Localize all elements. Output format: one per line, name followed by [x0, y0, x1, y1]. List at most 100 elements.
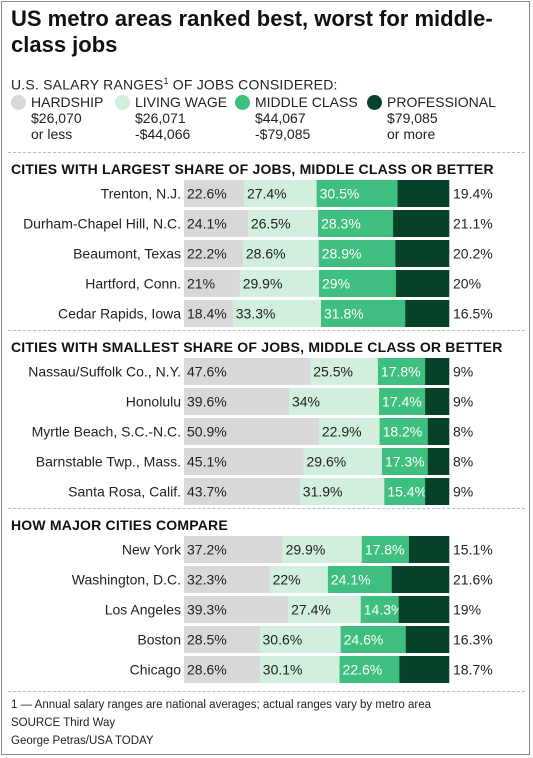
bar-segment-middle-class: [339, 656, 400, 683]
bar-segment-professional: [427, 448, 450, 475]
value-label-middle-class: 15.4%: [387, 484, 427, 500]
city-label: Boston: [137, 632, 181, 648]
bar-segment-living-wage: [242, 240, 320, 267]
section-title-smallest: CITIES WITH SMALLEST SHARE OF JOBS, MIDD…: [11, 339, 503, 355]
city-label: Chicago: [130, 662, 182, 678]
value-label-professional: 9%: [453, 484, 473, 500]
bar-segment-hardship: [184, 626, 260, 653]
bar-segment-professional: [405, 626, 450, 653]
value-label-middle-class: 30.5%: [320, 186, 360, 202]
value-label-middle-class: 17.8%: [365, 542, 405, 558]
bar-segment-hardship: [184, 448, 304, 475]
bar-segment-professional: [398, 596, 450, 623]
bar-segment-living-wage: [259, 656, 340, 683]
city-label: Myrtle Beach, S.C.-N.C.: [32, 424, 181, 440]
bar-segment-living-wage: [288, 596, 362, 623]
value-label-middle-class: 28.3%: [321, 216, 361, 232]
bar-segment-middle-class: [379, 388, 426, 415]
bar-segment-professional: [425, 358, 450, 385]
value-label-hardship: 43.7%: [187, 484, 227, 500]
bar-segment-professional: [408, 536, 450, 563]
bar-segment-living-wage: [243, 180, 317, 207]
bar-segment-hardship: [184, 418, 320, 445]
city-label: Honolulu: [126, 394, 181, 410]
bar-segment-professional: [405, 300, 450, 327]
legend-heading-text: U.S. SALARY RANGES: [11, 76, 164, 93]
legend-swatch-professional: [367, 95, 382, 110]
bar-segment-hardship: [184, 180, 245, 207]
bar-segment-living-wage: [259, 626, 341, 653]
city-label: Santa Rosa, Calif.: [68, 484, 181, 500]
value-label-hardship: 32.3%: [187, 572, 227, 588]
bar-segment-hardship: [184, 358, 311, 385]
section-title-major-cities: HOW MAJOR CITIES COMPARE: [11, 517, 228, 533]
value-label-middle-class: 17.3%: [385, 454, 425, 470]
city-label: Barnstable Twp., Mass.: [36, 454, 181, 470]
value-label-hardship: 45.1%: [187, 454, 227, 470]
bar-segment-professional: [425, 388, 450, 415]
value-label-living-wage: 27.4%: [291, 602, 331, 618]
value-label-middle-class: 24.1%: [331, 572, 371, 588]
city-label: Cedar Rapids, Iowa: [58, 306, 181, 322]
bar-segment-living-wage: [310, 358, 379, 385]
legend-swatch-middle-class: [235, 95, 250, 110]
value-label-professional: 9%: [453, 364, 473, 380]
bar-segment-middle-class: [384, 478, 426, 505]
value-label-hardship: 18.4%: [187, 306, 227, 322]
value-label-professional: 21.1%: [453, 216, 493, 232]
bar-segment-hardship: [184, 300, 234, 327]
value-label-living-wage: 29.6%: [307, 454, 347, 470]
value-label-hardship: 47.6%: [187, 364, 227, 380]
legend-swatch-living-wage: [115, 95, 130, 110]
value-label-middle-class: 24.6%: [344, 632, 384, 648]
value-label-middle-class: 17.4%: [382, 394, 422, 410]
value-label-middle-class: 31.8%: [324, 306, 364, 322]
value-label-middle-class: 17.8%: [381, 364, 421, 380]
value-label-hardship: 50.9%: [187, 424, 227, 440]
section-divider: [8, 508, 525, 509]
value-label-hardship: 28.6%: [187, 662, 227, 678]
value-label-middle-class: 22.6%: [343, 662, 383, 678]
value-label-living-wage: 25.5%: [313, 364, 353, 380]
bar-segment-middle-class: [327, 566, 393, 593]
bar-segment-hardship: [184, 210, 249, 237]
city-label: Los Angeles: [105, 602, 181, 618]
bar-segment-middle-class: [381, 448, 429, 475]
legend-range: $26,071 -$44,066: [135, 110, 191, 142]
value-label-hardship: 24.1%: [187, 216, 227, 232]
bar-segment-hardship: [184, 240, 244, 267]
city-label: Washington, D.C.: [72, 572, 181, 588]
bar-segment-hardship: [184, 656, 261, 683]
value-label-living-wage: 30.6%: [263, 632, 303, 648]
value-label-professional: 16.5%: [453, 306, 493, 322]
bar-segment-professional: [397, 180, 450, 207]
bar-segment-hardship: [184, 478, 301, 505]
legend-label: MIDDLE CLASS: [255, 94, 358, 110]
legend-heading-suffix: OF JOBS CONSIDERED:: [168, 76, 338, 93]
value-label-professional: 19%: [453, 602, 481, 618]
value-label-professional: 19.4%: [453, 186, 493, 202]
value-label-professional: 16.3%: [453, 632, 493, 648]
value-label-professional: 8%: [453, 454, 473, 470]
value-label-professional: 20%: [453, 276, 481, 292]
value-label-professional: 8%: [453, 424, 473, 440]
bar-segment-professional: [393, 210, 450, 237]
city-label: Beaumont, Texas: [73, 246, 181, 262]
bar-segment-living-wage: [318, 418, 380, 445]
bar-segment-middle-class: [377, 358, 426, 385]
bar-segment-hardship: [184, 536, 283, 563]
footnote-mark: 1: [163, 76, 169, 86]
value-label-hardship: 22.2%: [187, 246, 227, 262]
bar-segment-middle-class: [361, 536, 410, 563]
bar-segment-middle-class: [318, 210, 394, 237]
bar-segment-living-wage: [239, 270, 320, 297]
value-label-living-wage: 27.4%: [247, 186, 287, 202]
bar-segment-hardship: [184, 270, 241, 297]
bar-segment-middle-class: [321, 300, 406, 327]
value-label-living-wage: 33.3%: [236, 306, 276, 322]
legend-heading: U.S. SALARY RANGES1 OF JOBS CONSIDERED:: [11, 73, 338, 93]
city-label: Trenton, N.J.: [101, 186, 181, 202]
value-label-middle-class: 18.2%: [383, 424, 423, 440]
